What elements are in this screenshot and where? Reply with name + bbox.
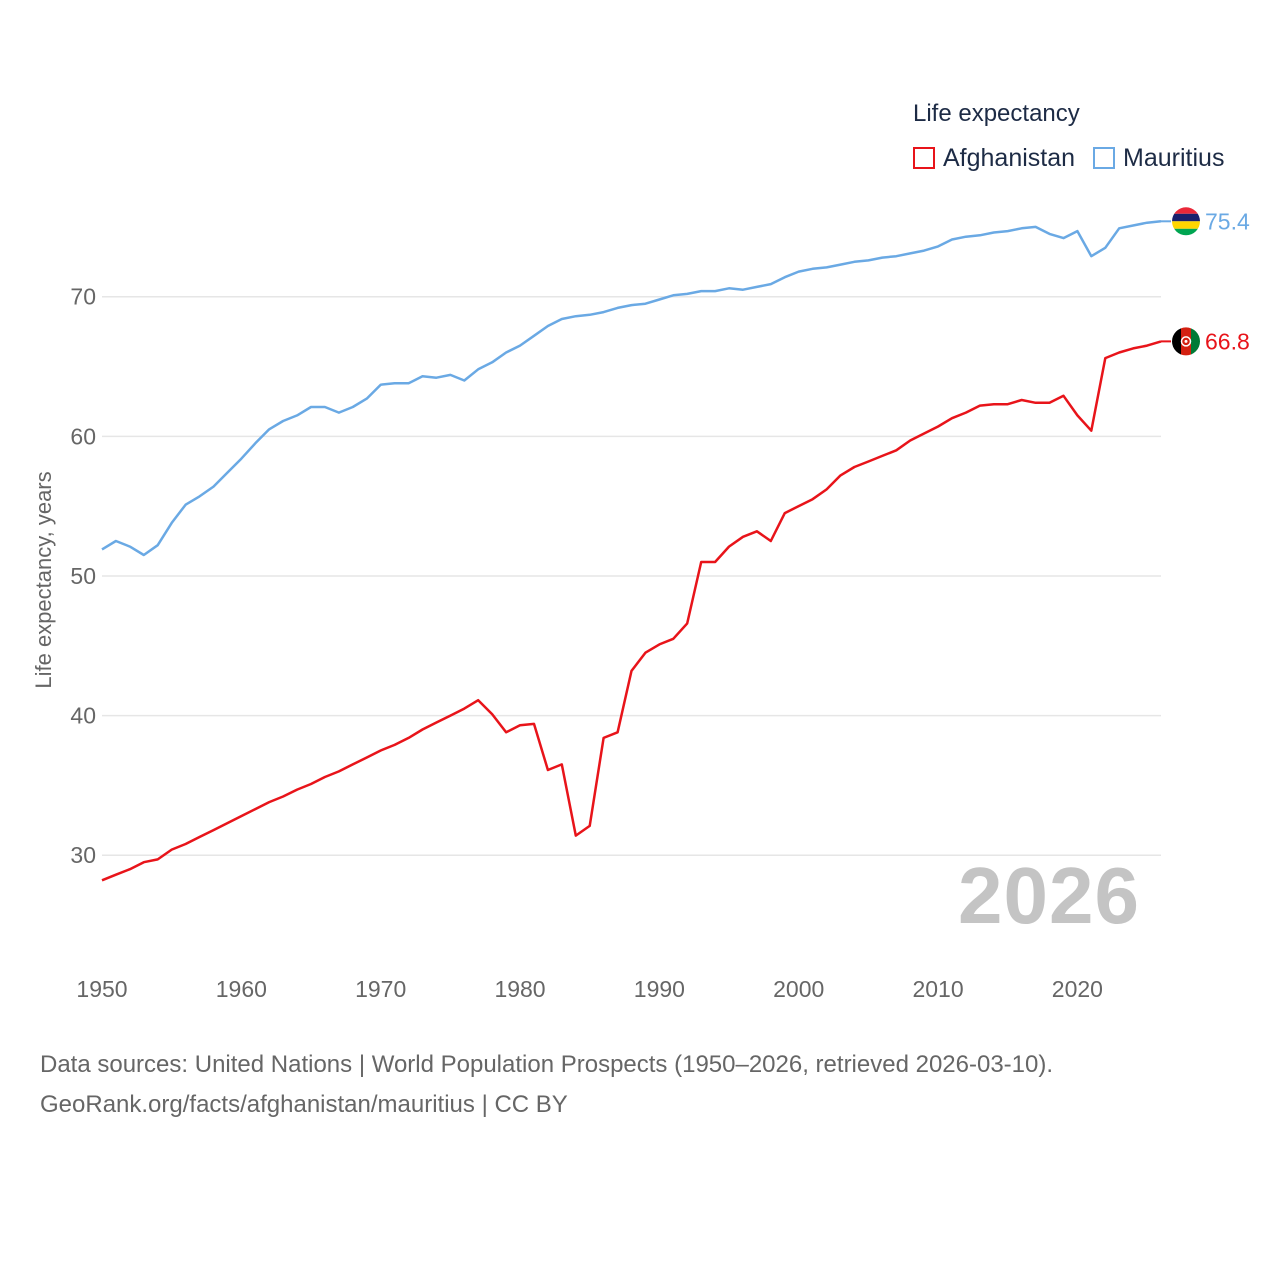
x-axis-ticks: 1950 1960 1970 1980 1990 2000 2010 2020 (76, 976, 1103, 1002)
y-tick-label: 30 (70, 842, 96, 868)
x-tick-label: 2000 (773, 976, 824, 1002)
x-tick-label: 2010 (912, 976, 963, 1002)
afghanistan-flag-icon (1172, 327, 1200, 356)
legend-item-mauritius[interactable]: Mauritius (1093, 144, 1224, 173)
x-tick-label: 1960 (216, 976, 267, 1002)
x-tick-label: 1980 (494, 976, 545, 1002)
source-line-1: Data sources: United Nations | World Pop… (40, 1051, 1054, 1078)
legend-swatch-mauritius (1093, 147, 1116, 169)
end-value-label-afghanistan: 66.8 (1205, 328, 1250, 354)
end-markers (1172, 207, 1200, 356)
legend-swatch-afghanistan (913, 147, 935, 169)
end-value-label-mauritius: 75.4 (1205, 208, 1250, 234)
source-note: Data sources: United Nations | World Pop… (40, 1045, 1053, 1125)
y-tick-label: 70 (70, 284, 96, 310)
source-line-2[interactable]: GeoRank.org/facts/afghanistan/mauritius … (40, 1091, 568, 1118)
x-tick-label: 1950 (76, 976, 127, 1002)
gridlines (102, 295, 1161, 856)
series-line-mauritius (101, 220, 1162, 557)
y-axis-ticks: 30 40 50 60 70 (70, 284, 96, 868)
x-tick-label: 1990 (634, 976, 685, 1002)
end-value-labels: 66.8 75.4 (1205, 208, 1250, 354)
legend-item-afghanistan[interactable]: Afghanistan (913, 144, 1075, 173)
y-tick-label: 60 (70, 423, 96, 449)
legend: Afghanistan Mauritius (913, 143, 1242, 173)
y-tick-label: 50 (70, 563, 96, 589)
y-tick-label: 40 (70, 703, 96, 729)
y-axis-label: Life expectancy, years (31, 471, 56, 688)
legend-title: Life expectancy (913, 100, 1080, 127)
x-tick-label: 2020 (1052, 976, 1103, 1002)
series-lines (101, 220, 1171, 882)
x-tick-label: 1970 (355, 976, 406, 1002)
legend-label-afghanistan: Afghanistan (943, 143, 1076, 172)
series-line-afghanistan (101, 340, 1162, 882)
current-year-label: 2026 (958, 851, 1140, 940)
mauritius-flag-icon (1172, 207, 1200, 236)
legend-label-mauritius: Mauritius (1123, 143, 1225, 172)
